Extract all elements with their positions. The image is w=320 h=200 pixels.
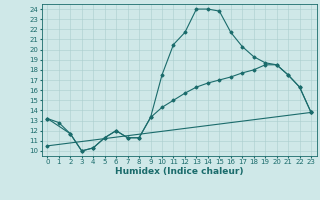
X-axis label: Humidex (Indice chaleur): Humidex (Indice chaleur) [115,167,244,176]
